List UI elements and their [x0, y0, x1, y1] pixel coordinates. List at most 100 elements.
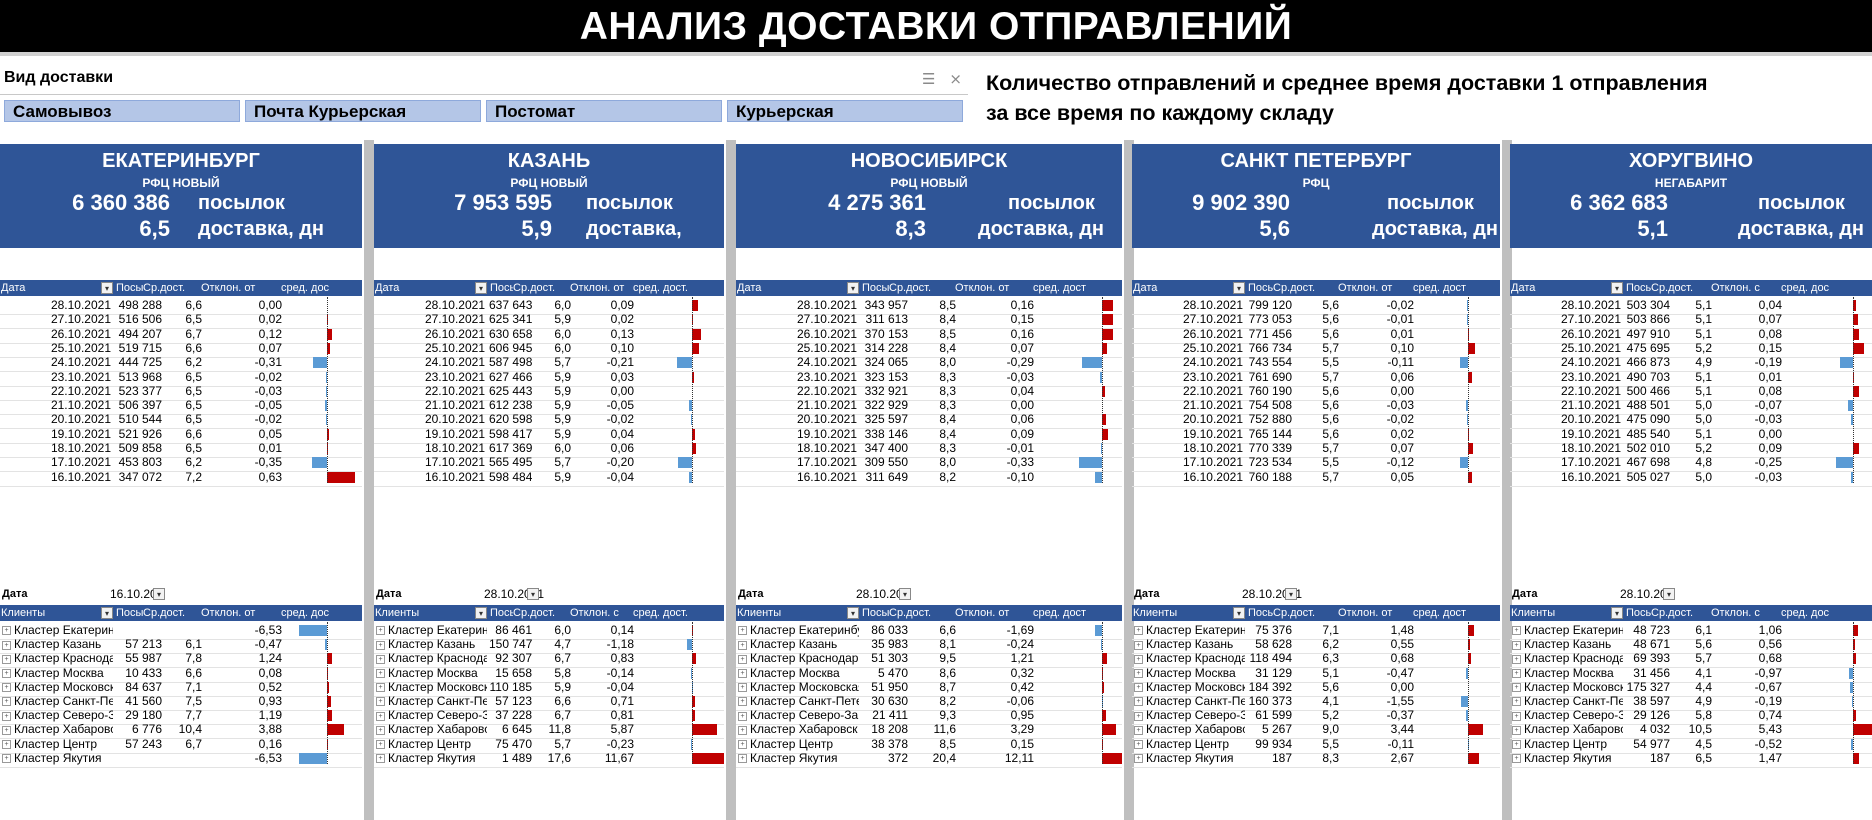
expand-icon[interactable]: +	[1134, 697, 1143, 707]
expand-icon[interactable]: +	[1512, 697, 1521, 707]
expand-icon[interactable]: +	[738, 654, 747, 664]
list-item[interactable]: + Кластер Якутия 187 8,3 2,67	[1132, 750, 1500, 768]
date-filter-value[interactable]: 28.10.20	[1620, 587, 1667, 601]
list-item[interactable]: + Кластер Московская 51 950 8,7 0,42	[736, 679, 1122, 697]
date-filter-button[interactable]: ▾	[847, 282, 859, 294]
list-item[interactable]: + Кластер Екатеринбу 86 033 6,6 -1,69	[736, 622, 1122, 640]
clients-filter-button[interactable]: ▾	[101, 607, 113, 619]
date-filter-button[interactable]: ▾	[101, 282, 113, 294]
expand-icon[interactable]: +	[376, 711, 385, 721]
list-item[interactable]: +Кластер Екатеринбу 75 376 7,1 1,48	[1132, 622, 1500, 640]
slicer-button-postamat[interactable]: Постомат	[486, 100, 722, 122]
date-filter-dropdown[interactable]: ▾	[527, 588, 539, 600]
expand-icon[interactable]: +	[2, 668, 11, 678]
expand-icon[interactable]: +	[1134, 725, 1143, 735]
expand-icon[interactable]: +	[738, 754, 747, 764]
expand-icon[interactable]: +	[738, 697, 747, 707]
expand-icon[interactable]: +	[1512, 683, 1521, 693]
expand-icon[interactable]: +	[738, 683, 747, 693]
list-item[interactable]: +Кластер Санкт-Петерб 38 597 4,9 -0,19	[1510, 693, 1872, 711]
expand-icon[interactable]: +	[1512, 668, 1521, 678]
clients-filter-button[interactable]: ▾	[475, 607, 487, 619]
expand-icon[interactable]: +	[1512, 725, 1521, 735]
expand-icon[interactable]: +	[376, 754, 385, 764]
date-filter-button[interactable]: ▾	[475, 282, 487, 294]
list-item[interactable]: +Кластер Екатеринбу 86 461 6,0 0,14	[374, 622, 724, 640]
list-item[interactable]: + Кластер Хабаровск 4 032 10,5 5,43	[1510, 721, 1872, 740]
expand-icon[interactable]: +	[1134, 739, 1143, 749]
expand-icon[interactable]: +	[1134, 654, 1143, 664]
expand-icon[interactable]: +	[1134, 711, 1143, 721]
date-filter-button[interactable]: ▾	[1611, 282, 1623, 294]
expand-icon[interactable]: +	[1512, 739, 1521, 749]
slicer-button-courier[interactable]: Курьерская	[727, 100, 963, 122]
slicer-button-pickup[interactable]: Самовывоз	[4, 100, 240, 122]
list-item[interactable]: + Кластер Центр 57 243 6,7 0,16	[0, 736, 362, 754]
clients-filter-button[interactable]: ▾	[847, 607, 859, 619]
list-item[interactable]: + Кластер Хабаровск 18 208 11,6 3,29	[736, 721, 1122, 740]
list-item[interactable]: +Кластер Московская184 392 5,6 0,00	[1132, 679, 1500, 697]
list-item[interactable]: +Кластер Северо-Запа 21 411 9,3 0,95	[736, 707, 1122, 726]
expand-icon[interactable]: +	[1512, 654, 1521, 664]
list-item[interactable]: + Кластер Якутия 372 20,4 12,11	[736, 750, 1122, 768]
list-item[interactable]: + Кластер Центр 75 470 5,7 -0,23	[374, 736, 724, 754]
list-item[interactable]: + Кластер Москва 31 456 4,1 -0,97	[1510, 665, 1872, 683]
expand-icon[interactable]: +	[738, 626, 747, 636]
clients-filter-button[interactable]: ▾	[1611, 607, 1623, 619]
expand-icon[interactable]: +	[1134, 668, 1143, 678]
list-item[interactable]: + Кластер Краснодар 118 494 6,3 0,68	[1132, 650, 1500, 669]
date-filter-dropdown[interactable]: ▾	[1663, 588, 1675, 600]
date-filter-dropdown[interactable]: ▾	[1285, 588, 1297, 600]
expand-icon[interactable]: +	[2, 626, 11, 636]
slicer-button-courier-post[interactable]: Почта Курьерская	[245, 100, 481, 122]
expand-icon[interactable]: +	[376, 654, 385, 664]
expand-icon[interactable]: +	[2, 739, 11, 749]
expand-icon[interactable]: +	[2, 640, 11, 650]
date-filter-dropdown[interactable]: ▾	[899, 588, 911, 600]
expand-icon[interactable]: +	[376, 739, 385, 749]
list-item[interactable]: + Кластер Казань 35 983 8,1 -0,24	[736, 636, 1122, 655]
expand-icon[interactable]: +	[2, 754, 11, 764]
list-item[interactable]: + Кластер Казань 58 628 6,2 0,55	[1132, 636, 1500, 655]
list-item[interactable]: + Кластер Центр 99 934 5,5 -0,11	[1132, 736, 1500, 754]
expand-icon[interactable]: +	[2, 683, 11, 693]
list-item[interactable]: +Кластер Северо-Запа 37 228 6,7 0,81	[374, 707, 724, 726]
expand-icon[interactable]: +	[738, 725, 747, 735]
list-item[interactable]: +Кластер Северо-Зап 29 180 7,7 1,19	[0, 707, 362, 726]
list-item[interactable]: +Кластер Санкт-Петерб160 373 4,1 -1,55	[1132, 693, 1500, 711]
list-item[interactable]: +Кластер Северо-Запа 61 599 5,2 -0,37	[1132, 707, 1500, 726]
list-item[interactable]: +Кластер Екатеринбу 48 723 6,1 1,06	[1510, 622, 1872, 640]
expand-icon[interactable]: +	[738, 640, 747, 650]
multi-select-icon[interactable]: ☰	[921, 71, 936, 88]
list-item[interactable]: +Кластер Московская110 185 5,9 -0,04	[374, 679, 724, 697]
expand-icon[interactable]: +	[738, 711, 747, 721]
list-item[interactable]: + Кластер Москва 10 433 6,6 0,08	[0, 665, 362, 683]
list-item[interactable]: + Кластер Якутия 1 489 17,6 11,67	[374, 750, 724, 768]
expand-icon[interactable]: +	[376, 725, 385, 735]
list-item[interactable]: + Кластер Центр 54 977 4,5 -0,52	[1510, 736, 1872, 754]
list-item[interactable]: + Кластер Казань 57 213 6,1 -0,47	[0, 636, 362, 655]
expand-icon[interactable]: +	[1134, 683, 1143, 693]
list-item[interactable]: + Кластер Санкт-Петер 30 630 8,2 -0,06	[736, 693, 1122, 711]
list-item[interactable]: +Кластер Санкт-Петер 57 123 6,6 0,71	[374, 693, 724, 711]
list-item[interactable]: + Кластер Казань 48 671 5,6 0,56	[1510, 636, 1872, 655]
list-item[interactable]: +Кластер Санкт-Пете 41 560 7,5 0,93	[0, 693, 362, 711]
expand-icon[interactable]: +	[376, 683, 385, 693]
expand-icon[interactable]: +	[376, 668, 385, 678]
expand-icon[interactable]: +	[1512, 640, 1521, 650]
list-item[interactable]: +Кластер Северо-Запад 29 126 5,8 0,74	[1510, 707, 1872, 726]
expand-icon[interactable]: +	[738, 739, 747, 749]
expand-icon[interactable]: +	[2, 711, 11, 721]
expand-icon[interactable]: +	[1512, 711, 1521, 721]
date-filter-button[interactable]: ▾	[1233, 282, 1245, 294]
list-item[interactable]: + Кластер Центр 38 378 8,5 0,15	[736, 736, 1122, 754]
expand-icon[interactable]: +	[376, 626, 385, 636]
list-item[interactable]: + Кластер Якутия 187 6,5 1,47	[1510, 750, 1872, 768]
list-item[interactable]: + Кластер Краснодар 55 987 7,8 1,24	[0, 650, 362, 669]
clear-filter-icon[interactable]: ⨯	[949, 71, 962, 88]
list-item[interactable]: + Кластер Краснодар 51 303 9,5 1,21	[736, 650, 1122, 669]
list-item[interactable]: + Кластер Якутия -6,53	[0, 750, 362, 768]
list-item[interactable]: + Кластер Московска 84 637 7,1 0,52	[0, 679, 362, 697]
list-item[interactable]: + Кластер Краснодар 92 307 6,7 0,83	[374, 650, 724, 669]
